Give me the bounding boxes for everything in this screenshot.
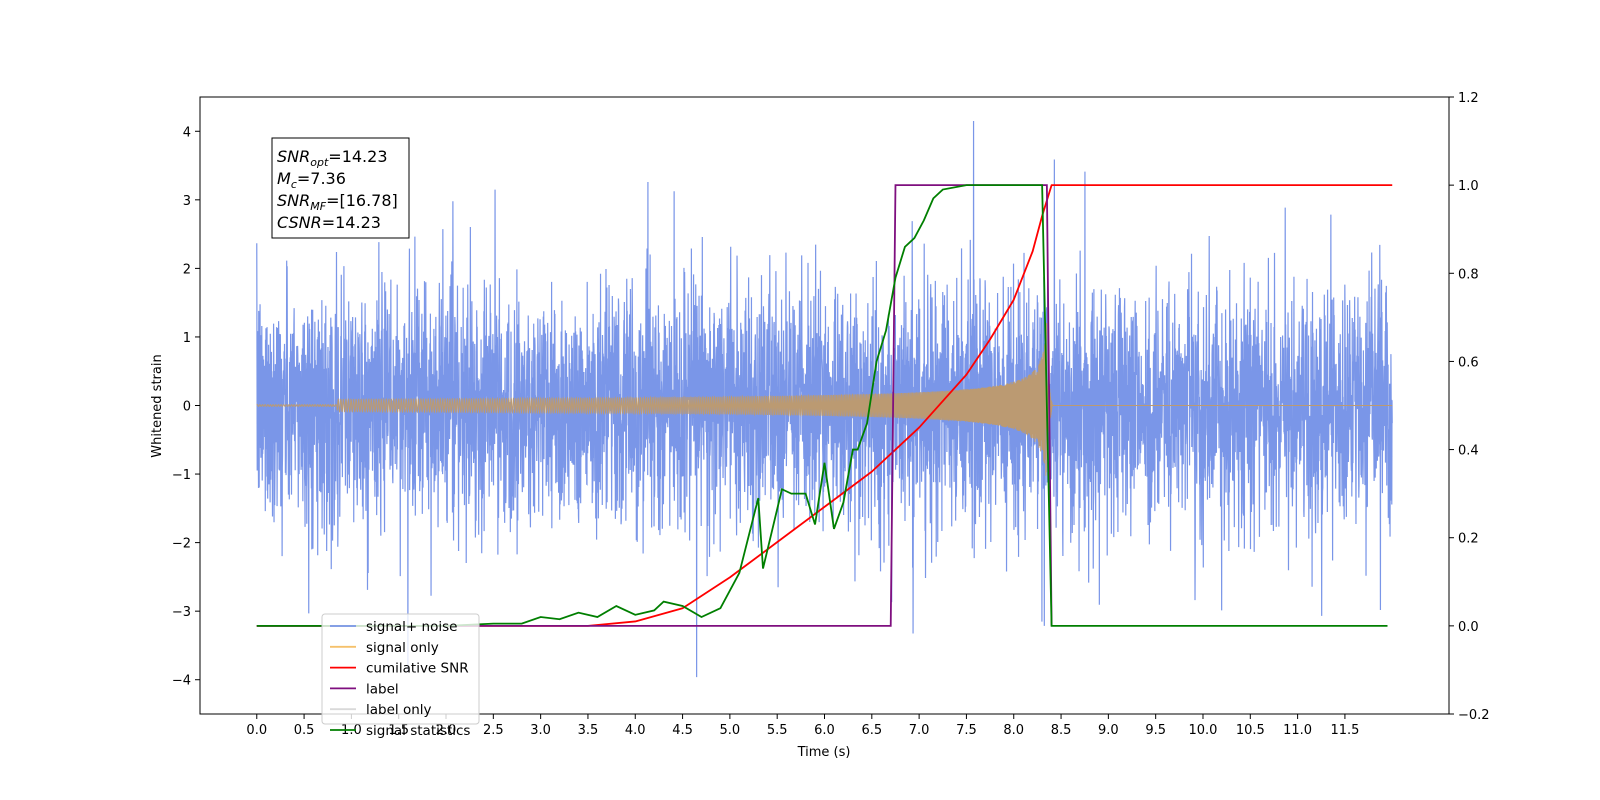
- y-right-tick-label: 0.0: [1458, 620, 1479, 635]
- y-axis-left: −4 −3 −2 −1 0 1 2 3 4: [172, 125, 200, 689]
- series-signal-noise-line: [256, 120, 1393, 678]
- x-tick-label: 10.0: [1189, 723, 1218, 738]
- y-left-tick-label: 2: [183, 262, 191, 277]
- y-right-tick-label: 1.0: [1458, 179, 1479, 194]
- x-tick-label: 7.0: [909, 723, 930, 738]
- x-tick-label: 10.5: [1236, 723, 1265, 738]
- x-axis: 0.0 0.5 1.0 1.5 2.0 2.5 3.0 3.5 4.0 4.5 5.0 5.5 6.0 6…: [246, 714, 1359, 738]
- legend-entry-label: signal+ noise: [366, 619, 457, 635]
- y-axis-right: −0.2 0.0 0.2 0.4 0.6 0.8 1.0 1.2: [1449, 91, 1490, 723]
- y-right-tick-label: 0.8: [1458, 267, 1479, 282]
- annotation-line: CSNR=14.23: [277, 213, 381, 232]
- y-left-tick-label: −2: [172, 537, 191, 552]
- legend-entry-label: label: [366, 681, 399, 697]
- x-tick-label: 5.0: [720, 723, 741, 738]
- x-tick-label: 3.5: [578, 723, 599, 738]
- series-cumulative-snr-line: [256, 184, 1393, 627]
- legend-frame: [321, 613, 480, 725]
- x-axis-label: Time (s): [797, 745, 851, 760]
- annotation-line: SNRopt=14.23: [277, 147, 388, 169]
- series-label-line: [256, 184, 1053, 627]
- x-tick-label: 9.0: [1098, 723, 1119, 738]
- x-tick-label: 3.0: [530, 723, 551, 738]
- annotation-box: SNRopt=14.23Mc=7.36SNRMF=[16.78]CSNR=14.…: [271, 137, 410, 239]
- y-right-tick-label: 0.2: [1458, 532, 1479, 547]
- legend-entry-label: signal only: [366, 640, 439, 656]
- legend: signal+ noise signal only cumilative SNR la…: [321, 613, 480, 739]
- x-tick-label: 2.5: [483, 723, 504, 738]
- x-tick-label: 8.0: [1003, 723, 1024, 738]
- x-tick-label: 1.5: [388, 723, 409, 738]
- x-tick-label: 9.5: [1145, 723, 1166, 738]
- y-left-tick-label: 0: [183, 400, 191, 415]
- y-left-tick-label: 1: [183, 331, 191, 346]
- y-axis-label: Whitened strain: [150, 354, 165, 457]
- x-tick-label: 8.5: [1051, 723, 1072, 738]
- x-tick-label: 5.5: [767, 723, 788, 738]
- annotation-line: SNRMF=[16.78]: [277, 191, 398, 213]
- x-tick-label: 6.5: [861, 723, 882, 738]
- x-tick-label: 4.0: [625, 723, 646, 738]
- x-tick-label: 0.0: [246, 723, 267, 738]
- y-right-tick-label: 1.2: [1458, 91, 1479, 106]
- y-left-tick-label: 3: [183, 194, 191, 209]
- series-signal-statistics-line: [256, 184, 1388, 627]
- y-left-tick-label: −3: [172, 605, 191, 620]
- legend-entry-label: label only: [366, 702, 432, 718]
- series-signal-only-line: [256, 322, 1393, 476]
- x-tick-label: 6.0: [814, 723, 835, 738]
- y-left-tick-label: −1: [172, 468, 191, 483]
- plot-area: [256, 120, 1393, 678]
- y-right-tick-label: 0.4: [1458, 444, 1479, 459]
- legend-entry-label: signal statistics: [366, 723, 470, 739]
- x-tick-label: 11.5: [1330, 723, 1359, 738]
- y-right-tick-label: −0.2: [1458, 708, 1490, 723]
- x-tick-label: 4.5: [672, 723, 693, 738]
- annotation-line: Mc=7.36: [277, 169, 346, 191]
- x-tick-label: 11.0: [1283, 723, 1312, 738]
- x-tick-label: 0.5: [294, 723, 315, 738]
- y-left-tick-label: −4: [172, 674, 191, 689]
- x-tick-label: 2.0: [436, 723, 457, 738]
- y-right-tick-label: 0.6: [1458, 355, 1479, 370]
- legend-entry-label: cumilative SNR: [366, 661, 469, 677]
- annotation-frame: [271, 137, 410, 239]
- y-left-tick-label: 4: [183, 125, 191, 140]
- x-tick-label: 7.5: [956, 723, 977, 738]
